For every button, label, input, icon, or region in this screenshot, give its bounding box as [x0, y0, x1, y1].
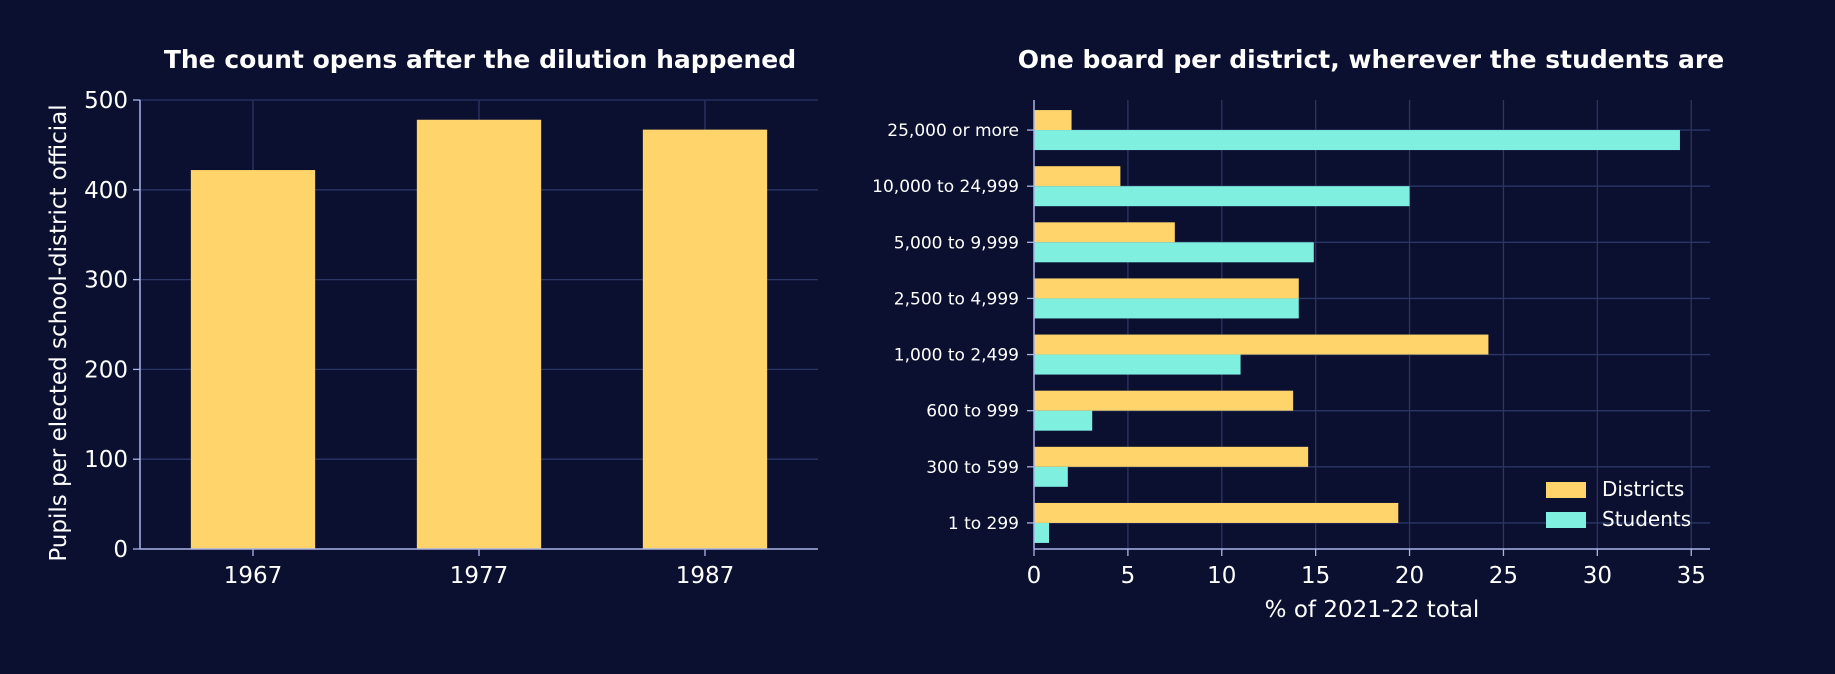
legend-label-students: Students: [1602, 507, 1691, 531]
students-bar: [1034, 466, 1068, 487]
right-x-tick-label: 25: [1489, 563, 1518, 589]
right-y-tick-label: 1 to 299: [948, 514, 1019, 534]
right-y-tick-label: 25,000 or more: [887, 121, 1019, 141]
students-bar: [1034, 298, 1299, 319]
districts-bar: [1034, 278, 1299, 299]
left-chart: The count opens after the dilution happe…: [46, 45, 818, 589]
right-x-tick-label: 10: [1207, 563, 1236, 589]
districts-bar: [1034, 110, 1072, 131]
left-tick-labels: 0 100 200 300 400 500 1967 1977 1987: [84, 88, 734, 589]
right-tick-labels: 0 5 10 15 20 25 30 35 25,000 or more 10,000 to 24…: [872, 121, 1706, 589]
left-bar: [642, 129, 768, 549]
left-x-tick-label: 1977: [450, 563, 509, 589]
left-y-tick-label: 300: [84, 268, 128, 294]
students-bar: [1034, 354, 1241, 375]
right-x-tick-label: 20: [1395, 563, 1424, 589]
left-bars: [190, 119, 768, 550]
right-y-tick-label: 300 to 599: [926, 458, 1019, 478]
right-x-tick-label: 0: [1027, 563, 1042, 589]
students-bar: [1034, 130, 1680, 151]
students-bar: [1034, 522, 1050, 543]
left-y-tick-label: 0: [113, 537, 128, 563]
right-x-tick-label: 5: [1121, 563, 1136, 589]
legend-label-districts: Districts: [1602, 477, 1684, 501]
districts-bar: [1034, 166, 1121, 187]
right-y-tick-label: 1,000 to 2,499: [894, 346, 1019, 366]
districts-bar: [1034, 222, 1175, 243]
right-chart-title: One board per district, wherever the stu…: [1018, 45, 1724, 74]
right-x-tick-label: 35: [1677, 563, 1706, 589]
left-y-axis-label: Pupils per elected school-district offic…: [46, 104, 72, 561]
students-bar: [1034, 410, 1093, 431]
districts-bar: [1034, 390, 1294, 411]
districts-bar: [1034, 446, 1309, 467]
left-axes: [133, 99, 818, 556]
left-y-tick-label: 200: [84, 357, 128, 383]
right-x-axis-label: % of 2021-22 total: [1265, 597, 1480, 623]
left-y-tick-label: 500: [84, 88, 128, 114]
right-y-tick-label: 10,000 to 24,999: [872, 177, 1019, 197]
left-y-tick-label: 400: [84, 178, 128, 204]
students-bar: [1034, 186, 1410, 207]
right-bars: [1034, 110, 1680, 543]
left-bar: [416, 119, 542, 550]
right-y-tick-label: 5,000 to 9,999: [894, 233, 1019, 253]
districts-bar: [1034, 334, 1489, 355]
right-axes: [1027, 100, 1710, 556]
left-x-tick-label: 1987: [676, 563, 735, 589]
legend-swatch-students: [1546, 512, 1586, 528]
left-y-tick-label: 100: [84, 447, 128, 473]
left-x-tick-label: 1967: [224, 563, 283, 589]
right-x-tick-label: 15: [1301, 563, 1330, 589]
right-chart: One board per district, wherever the stu…: [872, 45, 1724, 623]
left-chart-title: The count opens after the dilution happe…: [164, 45, 796, 74]
right-x-tick-label: 30: [1583, 563, 1612, 589]
legend-swatch-districts: [1546, 482, 1586, 498]
districts-bar: [1034, 502, 1399, 523]
students-bar: [1034, 242, 1314, 263]
left-bar: [190, 170, 316, 549]
right-y-tick-label: 600 to 999: [926, 402, 1019, 422]
right-y-tick-label: 2,500 to 4,999: [894, 289, 1019, 309]
legend: Districts Students: [1546, 477, 1691, 531]
